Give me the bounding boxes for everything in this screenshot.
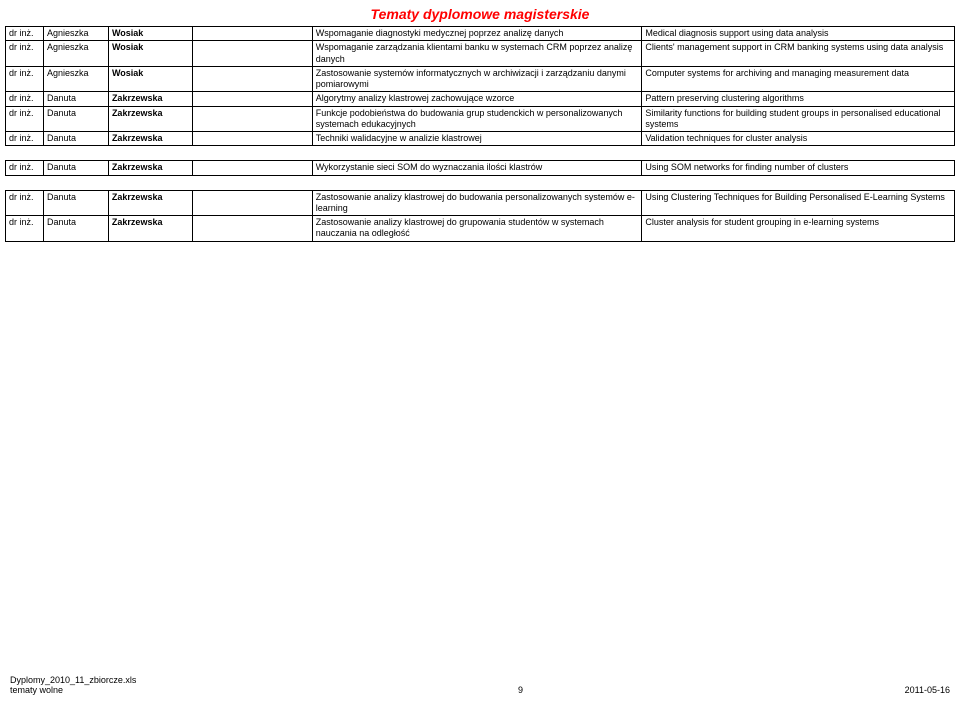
lastname-cell: Zakrzewska: [108, 190, 192, 216]
footer-date: 2011-05-16: [905, 685, 950, 695]
title-cell: dr inż.: [6, 132, 44, 146]
title-cell: dr inż.: [6, 41, 44, 67]
topic-en-cell: Computer systems for archiving and manag…: [642, 66, 955, 92]
page-footer: Dyplomy_2010_11_zbiorcze.xls tematy woln…: [10, 675, 950, 695]
title-cell: dr inż.: [6, 66, 44, 92]
table-row: dr inż.DanutaZakrzewska Techniki walidacy…: [6, 132, 955, 146]
topic-en-cell: Validation techniques for cluster analys…: [642, 132, 955, 146]
topic-en-cell: Using Clustering Techniques for Building…: [642, 190, 955, 216]
firstname-cell: Danuta: [43, 132, 108, 146]
topic-pl-cell: Techniki walidacyjne w analizie klastrow…: [312, 132, 642, 146]
topic-pl-cell: Wspomaganie diagnostyki medycznej poprze…: [312, 27, 642, 41]
topic-pl-cell: Funkcje podobieństwa do budowania grup s…: [312, 106, 642, 132]
lastname-cell: Zakrzewska: [108, 216, 192, 242]
table-row: dr inż.DanutaZakrzewska Funkcje podobieńs…: [6, 106, 955, 132]
blank-cell: [192, 190, 312, 216]
topic-en-cell: Using SOM networks for finding number of…: [642, 161, 955, 175]
thesis-table-2: dr inż.DanutaZakrzewska Wykorzystanie sie…: [5, 160, 955, 175]
firstname-cell: Agnieszka: [43, 27, 108, 41]
footer-file: Dyplomy_2010_11_zbiorcze.xls: [10, 675, 136, 685]
firstname-cell: Agnieszka: [43, 41, 108, 67]
thesis-table-1: dr inż.AgnieszkaWosiakWspomaganie diagno…: [5, 26, 955, 146]
blank-cell: [192, 161, 312, 175]
footer-sheet: tematy wolne: [10, 685, 63, 695]
firstname-cell: Danuta: [43, 106, 108, 132]
title-cell: dr inż.: [6, 92, 44, 106]
topic-en-cell: Similarity functions for building studen…: [642, 106, 955, 132]
blank-cell: [192, 27, 312, 41]
topic-pl-cell: Wykorzystanie sieci SOM do wyznaczania i…: [312, 161, 642, 175]
topic-pl-cell: Algorytmy analizy klastrowej zachowujące…: [312, 92, 642, 106]
lastname-cell: Zakrzewska: [108, 161, 192, 175]
firstname-cell: Danuta: [43, 190, 108, 216]
firstname-cell: Danuta: [43, 216, 108, 242]
topic-pl-cell: Zastosowanie analizy klastrowej do budow…: [312, 190, 642, 216]
table-row: dr inż.AgnieszkaWosiak Zastosowanie syste…: [6, 66, 955, 92]
topic-pl-cell: Zastosowanie analizy klastrowej do grupo…: [312, 216, 642, 242]
footer-page: 9: [518, 685, 523, 695]
blank-cell: [192, 92, 312, 106]
topic-pl-cell: Wspomaganie zarządzania klientami banku …: [312, 41, 642, 67]
lastname-cell: Zakrzewska: [108, 106, 192, 132]
blank-cell: [192, 106, 312, 132]
table-row: dr inż.DanutaZakrzewska Wykorzystanie sie…: [6, 161, 955, 175]
title-cell: dr inż.: [6, 190, 44, 216]
table-row: dr inż.DanutaZakrzewska Zastosowanie anal…: [6, 216, 955, 242]
topic-en-cell: Medical diagnosis support using data ana…: [642, 27, 955, 41]
table-row: dr inż.DanutaZakrzewska Zastosowanie anal…: [6, 190, 955, 216]
page-title: Tematy dyplomowe magisterskie: [0, 0, 960, 26]
lastname-cell: Wosiak: [108, 66, 192, 92]
blank-cell: [192, 132, 312, 146]
firstname-cell: Danuta: [43, 161, 108, 175]
topic-en-cell: Cluster analysis for student grouping in…: [642, 216, 955, 242]
firstname-cell: Danuta: [43, 92, 108, 106]
blank-cell: [192, 41, 312, 67]
firstname-cell: Agnieszka: [43, 66, 108, 92]
lastname-cell: Wosiak: [108, 41, 192, 67]
title-cell: dr inż.: [6, 27, 44, 41]
table-row: dr inż.AgnieszkaWosiak Wspomaganie diagno…: [6, 27, 955, 41]
lastname-cell: Zakrzewska: [108, 132, 192, 146]
title-cell: dr inż.: [6, 161, 44, 175]
blank-cell: [192, 216, 312, 242]
table-row: dr inż.DanutaZakrzewska Algorytmy analizy…: [6, 92, 955, 106]
topic-en-cell: Clients' management support in CRM banki…: [642, 41, 955, 67]
topic-en-cell: Pattern preserving clustering algorithms: [642, 92, 955, 106]
thesis-table-3: dr inż.DanutaZakrzewska Zastosowanie anal…: [5, 190, 955, 242]
lastname-cell: Zakrzewska: [108, 92, 192, 106]
topic-pl-cell: Zastosowanie systemów informatycznych w …: [312, 66, 642, 92]
title-cell: dr inż.: [6, 216, 44, 242]
table-row: dr inż.AgnieszkaWosiak Wspomaganie zarząd…: [6, 41, 955, 67]
blank-cell: [192, 66, 312, 92]
lastname-cell: Wosiak: [108, 27, 192, 41]
title-cell: dr inż.: [6, 106, 44, 132]
